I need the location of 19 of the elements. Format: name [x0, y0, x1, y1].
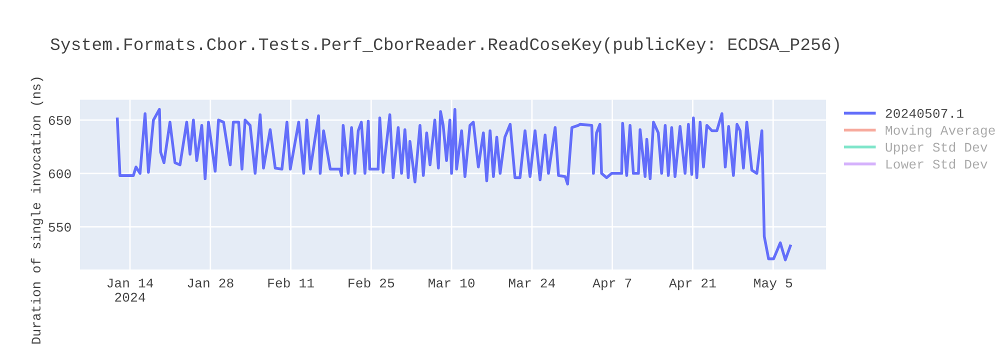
- legend-label: Moving Average: [886, 125, 995, 138]
- y-tick-label: 550: [48, 222, 71, 232]
- y-tick-label: 600: [48, 169, 71, 178]
- y-axis-title: Duration of single invocation (ns): [30, 78, 44, 344]
- x-tick-label: Jan 14 2024: [107, 278, 154, 302]
- legend-label: Upper Std Dev: [886, 142, 988, 154]
- legend-label: 20240507.1: [886, 108, 964, 118]
- line-series: [116, 108, 792, 262]
- x-tick-label: Jan 28: [188, 278, 234, 288]
- chart-title: System.Formats.Cbor.Tests.Perf_CborReader.ReadCoseKey(publicKey: ECDSA_P256): [50, 37, 839, 54]
- y-tick-label: 650: [48, 116, 71, 125]
- x-tick-label: Apr 21: [668, 278, 716, 290]
- x-tick-label: May 5: [754, 278, 792, 290]
- x-tick-label: Feb 25: [348, 278, 394, 288]
- x-tick-label: Feb 11: [268, 278, 314, 288]
- legend-label: Lower Std Dev: [886, 158, 988, 169]
- x-tick-label: Apr 7: [592, 278, 632, 290]
- x-tick-label: Mar 24: [509, 278, 556, 288]
- x-tick-label: Mar 10: [428, 278, 475, 288]
